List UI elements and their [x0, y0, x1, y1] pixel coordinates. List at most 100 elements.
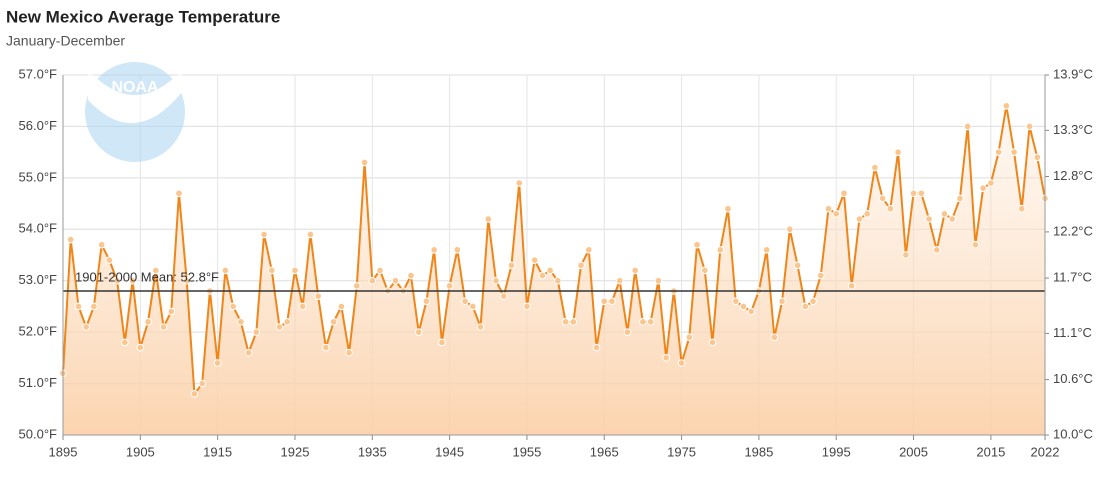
point [708, 338, 717, 347]
point [469, 302, 477, 311]
point [863, 210, 871, 218]
point [221, 266, 230, 275]
point [337, 302, 346, 311]
point [971, 240, 980, 249]
point [360, 158, 369, 167]
x-tick-label: 1955 [512, 444, 541, 459]
point [252, 328, 261, 336]
point [283, 318, 292, 326]
chart-subtitle: January-December [6, 33, 125, 49]
point [345, 348, 353, 357]
point [878, 194, 887, 203]
point [577, 261, 585, 270]
point [1033, 153, 1042, 162]
point [113, 276, 121, 285]
point [1018, 204, 1026, 213]
point [90, 302, 98, 311]
y-tick-label: 56.0°F [19, 118, 58, 133]
point [453, 246, 462, 254]
point [151, 266, 160, 275]
point [260, 230, 268, 239]
point [700, 266, 709, 275]
point [66, 235, 75, 244]
y-tick-label: 50.0°F [19, 426, 58, 441]
point [1010, 148, 1018, 156]
y2-tick-label: 13.9°C [1053, 66, 1093, 81]
logo: NOAA [85, 62, 185, 162]
point [461, 297, 469, 306]
point [770, 333, 779, 342]
point [484, 215, 493, 223]
point [778, 297, 786, 306]
point [159, 323, 168, 331]
point [167, 307, 176, 316]
point [762, 246, 771, 254]
point [244, 348, 253, 357]
point [608, 297, 616, 306]
point [391, 276, 400, 285]
point [824, 204, 833, 213]
point [407, 271, 415, 280]
point [175, 189, 183, 198]
point [97, 240, 106, 249]
point [786, 225, 794, 234]
point [499, 292, 508, 300]
point [128, 276, 137, 285]
point [662, 354, 670, 362]
point [615, 276, 624, 285]
point [639, 318, 647, 326]
y2-tick-label: 12.8°C [1053, 168, 1093, 183]
y-tick-label: 52.0°F [19, 324, 58, 339]
point [213, 359, 222, 367]
point [731, 297, 740, 306]
y2-tick-label: 11.7°C [1053, 270, 1092, 285]
point [546, 266, 554, 275]
point [376, 266, 384, 275]
line [62, 105, 1046, 397]
point [917, 189, 926, 198]
point [561, 318, 570, 326]
x-tick-label: 1935 [358, 444, 387, 459]
point [847, 282, 856, 290]
y2-tick-label: 11.1°C [1053, 325, 1092, 340]
point [229, 302, 237, 311]
y2-tick-label: 12.2°C [1053, 223, 1093, 238]
point [430, 246, 438, 254]
x-tick-label: 2005 [899, 444, 928, 459]
point [832, 210, 841, 218]
point [237, 318, 245, 326]
point [182, 276, 191, 285]
point [724, 204, 732, 213]
point [716, 246, 725, 254]
point [438, 338, 446, 347]
point [871, 163, 879, 172]
point [816, 271, 825, 280]
point [1002, 102, 1011, 110]
point [538, 271, 547, 280]
point [275, 323, 284, 331]
point [74, 302, 83, 311]
point [940, 210, 949, 218]
point [530, 256, 539, 264]
mean-label: 1901-2000 Mean: 52.8°F [75, 269, 219, 284]
y-tick-label: 53.0°F [19, 272, 58, 287]
point [476, 323, 485, 331]
point [121, 338, 129, 347]
point [840, 189, 848, 198]
x-tick-label: 1915 [203, 444, 232, 459]
point [314, 292, 322, 300]
area [63, 105, 1045, 435]
point [654, 276, 663, 285]
point [956, 194, 964, 203]
point [306, 230, 315, 239]
y-tick-label: 55.0°F [19, 169, 58, 184]
logo-text: NOAA [111, 79, 159, 96]
y-tick-label: 51.0°F [19, 375, 58, 390]
point [492, 276, 500, 285]
x-tick-label: 1995 [822, 444, 851, 459]
point [144, 318, 152, 326]
point [190, 390, 199, 398]
point [267, 266, 276, 275]
point [298, 302, 307, 311]
